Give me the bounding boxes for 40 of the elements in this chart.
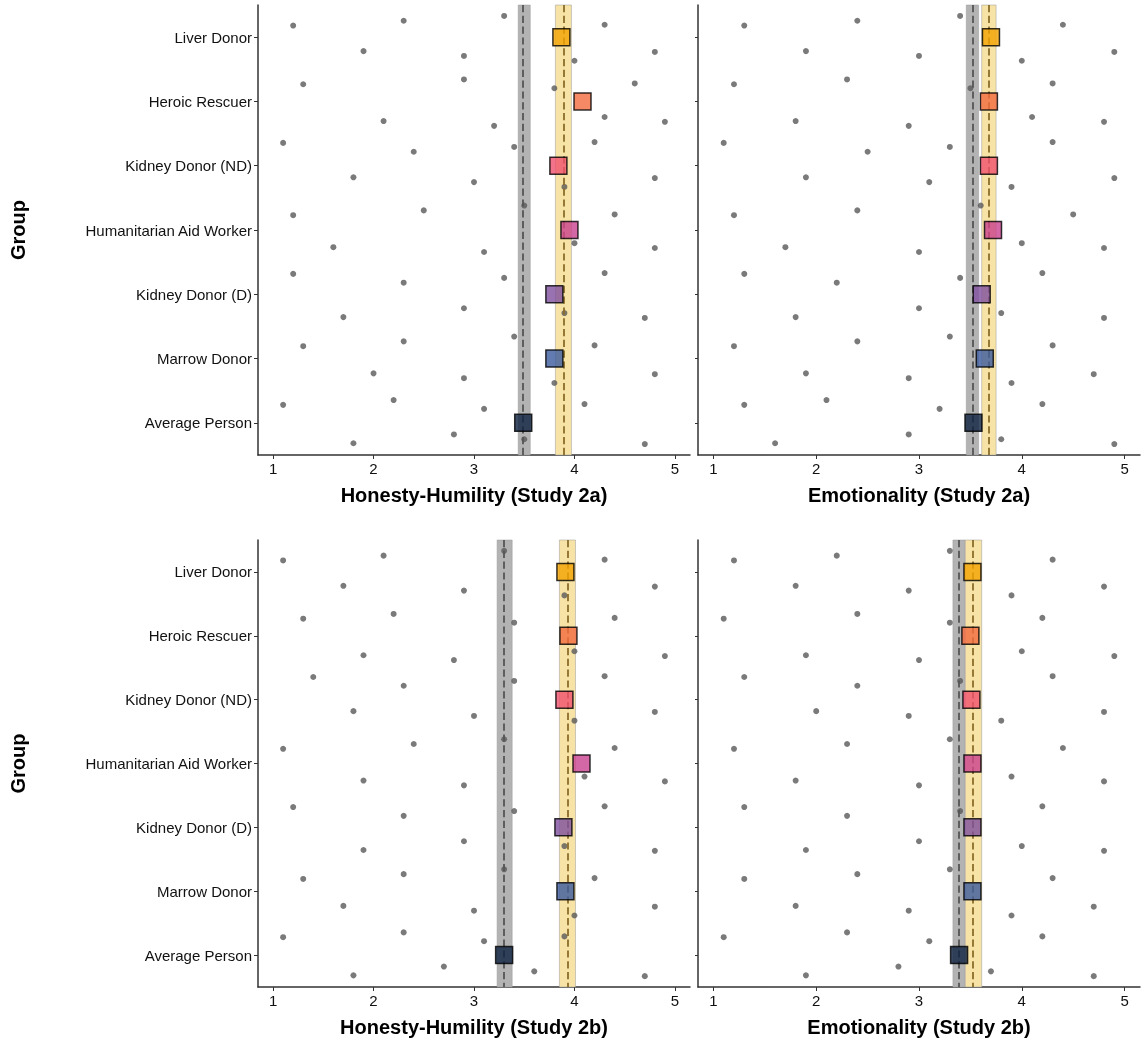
x-tick-label: 1 xyxy=(268,460,278,477)
x-tick-label: 1 xyxy=(709,992,718,1009)
y-tick-label: Kidney Donor (ND) xyxy=(125,691,252,709)
y-tick-label: Humanitarian Aid Worker xyxy=(85,221,252,239)
y-tick-label: Marrow Donor xyxy=(156,350,252,368)
y-axis-title: Group xyxy=(7,200,29,260)
y-tick-label: Kidney Donor (D) xyxy=(136,285,252,303)
y-tick-label: Heroic Rescuer xyxy=(148,92,252,110)
x-tick-label: 2 xyxy=(812,460,821,477)
x-tick-label: 1 xyxy=(709,460,718,477)
x-tick-label: 5 xyxy=(670,460,680,477)
x-axis-title: Emotionality (Study 2a) xyxy=(807,484,1031,506)
y-tick-label: Humanitarian Aid Worker xyxy=(85,755,252,772)
x-tick-label: 2 xyxy=(369,460,378,477)
x-tick-label: 3 xyxy=(914,460,924,477)
y-tick-label: Kidney Donor (D) xyxy=(136,818,252,836)
x-tick-label: 2 xyxy=(812,992,821,1009)
x-axis-title: Honesty-Humility (Study 2b) xyxy=(340,1016,608,1038)
y-tick-label: Liver Donor xyxy=(174,28,252,46)
x-tick-label: 4 xyxy=(1017,460,1026,477)
x-tick-label: 5 xyxy=(670,992,680,1009)
x-axis-title: Emotionality (Study 2b) xyxy=(807,1016,1031,1038)
x-tick-label: 4 xyxy=(570,460,579,477)
y-tick-label: Marrow Donor xyxy=(156,882,252,900)
x-tick-label: 3 xyxy=(914,992,924,1009)
x-tick-label: 4 xyxy=(570,992,579,1009)
y-tick-label: Liver Donor xyxy=(174,563,252,581)
x-tick-label: 4 xyxy=(1017,992,1026,1009)
x-tick-label: 1 xyxy=(268,992,278,1009)
x-tick-label: 5 xyxy=(1120,460,1129,477)
x-tick-label: 2 xyxy=(369,992,378,1009)
x-tick-label: 3 xyxy=(469,992,479,1009)
y-tick-label: Average Person xyxy=(144,414,252,432)
y-tick-label: Kidney Donor (ND) xyxy=(125,157,252,175)
x-axis-title: Honesty-Humility (Study 2a) xyxy=(340,484,608,506)
y-tick-label: Average Person xyxy=(144,946,252,964)
x-tick-label: 5 xyxy=(1120,992,1129,1009)
y-axis-title: Group xyxy=(7,733,29,794)
x-tick-label: 3 xyxy=(469,460,479,477)
y-tick-label: Heroic Rescuer xyxy=(148,627,252,645)
